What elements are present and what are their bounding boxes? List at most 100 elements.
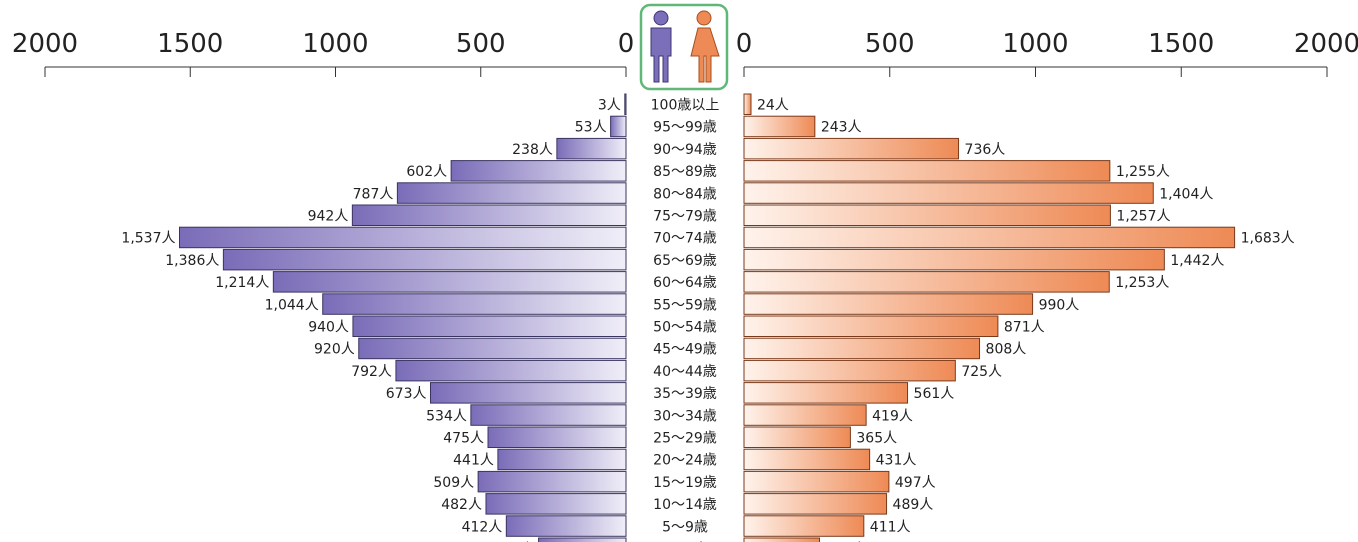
male-value-label: 534人: [426, 408, 467, 424]
female-bar: [743, 426, 851, 448]
male-bar: [470, 404, 627, 426]
male-bar: [624, 93, 627, 115]
female-axis-tick-label: 500: [865, 29, 915, 59]
female-bar: [743, 382, 909, 404]
female-axis-tick-label: 0: [736, 29, 753, 59]
female-bar: [743, 404, 867, 426]
female-series: 24人 243人 736人 1,255人 1,404人 1,257人 1,683人 1,442…: [743, 93, 1295, 542]
female-icon: [690, 10, 720, 83]
age-group-label: 10～14歳: [653, 497, 717, 513]
female-value-label: 1,257人: [1116, 209, 1170, 225]
age-group-label: 15～19歳: [653, 475, 717, 491]
legend: [639, 3, 729, 91]
female-bar: [743, 248, 1165, 271]
male-value-label: 942人: [308, 209, 349, 225]
male-bar: [487, 426, 627, 448]
female-value-label: 419人: [872, 408, 913, 424]
age-group-labels: 100歳以上 95～99歳 90～94歳 85～89歳 80～84歳 75～79歳 70～7…: [651, 98, 720, 542]
age-group-label: 100歳以上: [651, 98, 720, 114]
age-group-label: 55～59歳: [653, 297, 717, 313]
female-bar: [743, 470, 890, 493]
female-value-label: 431人: [876, 453, 917, 469]
male-bar: [352, 315, 627, 337]
female-value-label: 871人: [1004, 320, 1045, 336]
female-axis-tick-label: 1000: [1002, 29, 1068, 59]
female-bar: [743, 226, 1236, 249]
male-icon: [650, 10, 672, 83]
male-bar: [358, 337, 627, 360]
male-value-label: 482人: [441, 497, 482, 513]
male-value-label: 441人: [453, 453, 494, 469]
age-group-label: 40～44歳: [653, 364, 717, 380]
age-group-label: 45～49歳: [653, 342, 717, 358]
female-axis: 0 500 1000 1500 2000: [736, 29, 1358, 77]
age-group-label: 85～89歳: [653, 164, 717, 180]
female-bar: [743, 182, 1154, 204]
male-value-label: 940人: [308, 320, 349, 336]
male-value-label: 1,386人: [165, 253, 219, 269]
female-bar: [743, 515, 865, 537]
female-bar: [743, 115, 816, 138]
age-group-label: 5～9歳: [662, 519, 708, 535]
female-bar: [743, 204, 1111, 226]
female-value-label: 725人: [961, 364, 1002, 380]
female-value-label: 736人: [965, 142, 1006, 158]
male-value-label: 509人: [433, 475, 474, 491]
female-axis-tick-label: 2000: [1294, 29, 1358, 59]
male-value-label: 475人: [443, 431, 484, 447]
male-bar: [395, 359, 627, 382]
age-group-label: 35～39歳: [653, 386, 717, 402]
male-value-label: 602人: [406, 164, 447, 180]
male-value-label: 412人: [462, 519, 503, 535]
female-bar: [743, 315, 999, 337]
male-value-label: 787人: [353, 186, 394, 202]
female-bar: [743, 337, 981, 360]
female-value-label: 243人: [821, 120, 862, 136]
male-axis-tick-label: 0: [618, 29, 635, 59]
male-value-label: 1,214人: [215, 275, 269, 291]
male-axis-tick-label: 2000: [12, 29, 78, 59]
age-group-label: 20～24歳: [653, 453, 717, 469]
male-value-label: 53人: [575, 120, 607, 136]
male-bar: [222, 248, 627, 271]
male-bar: [450, 160, 627, 182]
female-value-label: 808人: [986, 342, 1027, 358]
male-bar: [556, 137, 627, 160]
male-value-label: 238人: [512, 142, 553, 158]
male-value-label: 1,044人: [265, 297, 319, 313]
male-bar: [477, 470, 627, 493]
female-bar: [743, 537, 820, 542]
female-value-label: 365人: [856, 431, 897, 447]
female-bar: [743, 493, 888, 515]
male-value-label: 1,537人: [121, 231, 175, 247]
male-bar: [505, 515, 627, 537]
age-group-label: 60～64歳: [653, 275, 717, 291]
male-bar: [322, 293, 627, 315]
female-value-label: 1,442人: [1170, 253, 1224, 269]
male-bar: [485, 493, 627, 515]
male-bar: [396, 182, 627, 204]
female-value-label: 411人: [870, 519, 911, 535]
male-axis-tick-label: 1500: [157, 29, 223, 59]
male-value-label: 673人: [386, 386, 427, 402]
female-value-label: 1,253人: [1115, 275, 1169, 291]
female-value-label: 497人: [895, 475, 936, 491]
male-bar: [179, 226, 627, 249]
male-axis: 2000 1500 1000 500 0: [12, 29, 634, 77]
female-bar: [743, 160, 1111, 182]
female-value-label: 1,255人: [1116, 164, 1170, 180]
male-value-label: 3人: [598, 98, 621, 114]
age-group-label: 70～74歳: [653, 231, 717, 247]
male-axis-tick-label: 500: [456, 29, 506, 59]
age-group-label: 90～94歳: [653, 142, 717, 158]
female-value-label: 1,404人: [1159, 186, 1213, 202]
age-group-label: 80～84歳: [653, 186, 717, 202]
age-group-label: 95～99歳: [653, 120, 717, 136]
female-bar: [743, 93, 752, 115]
male-bar: [272, 271, 627, 293]
female-bar: [743, 293, 1034, 315]
male-bar: [610, 115, 627, 138]
female-bar: [743, 271, 1110, 293]
